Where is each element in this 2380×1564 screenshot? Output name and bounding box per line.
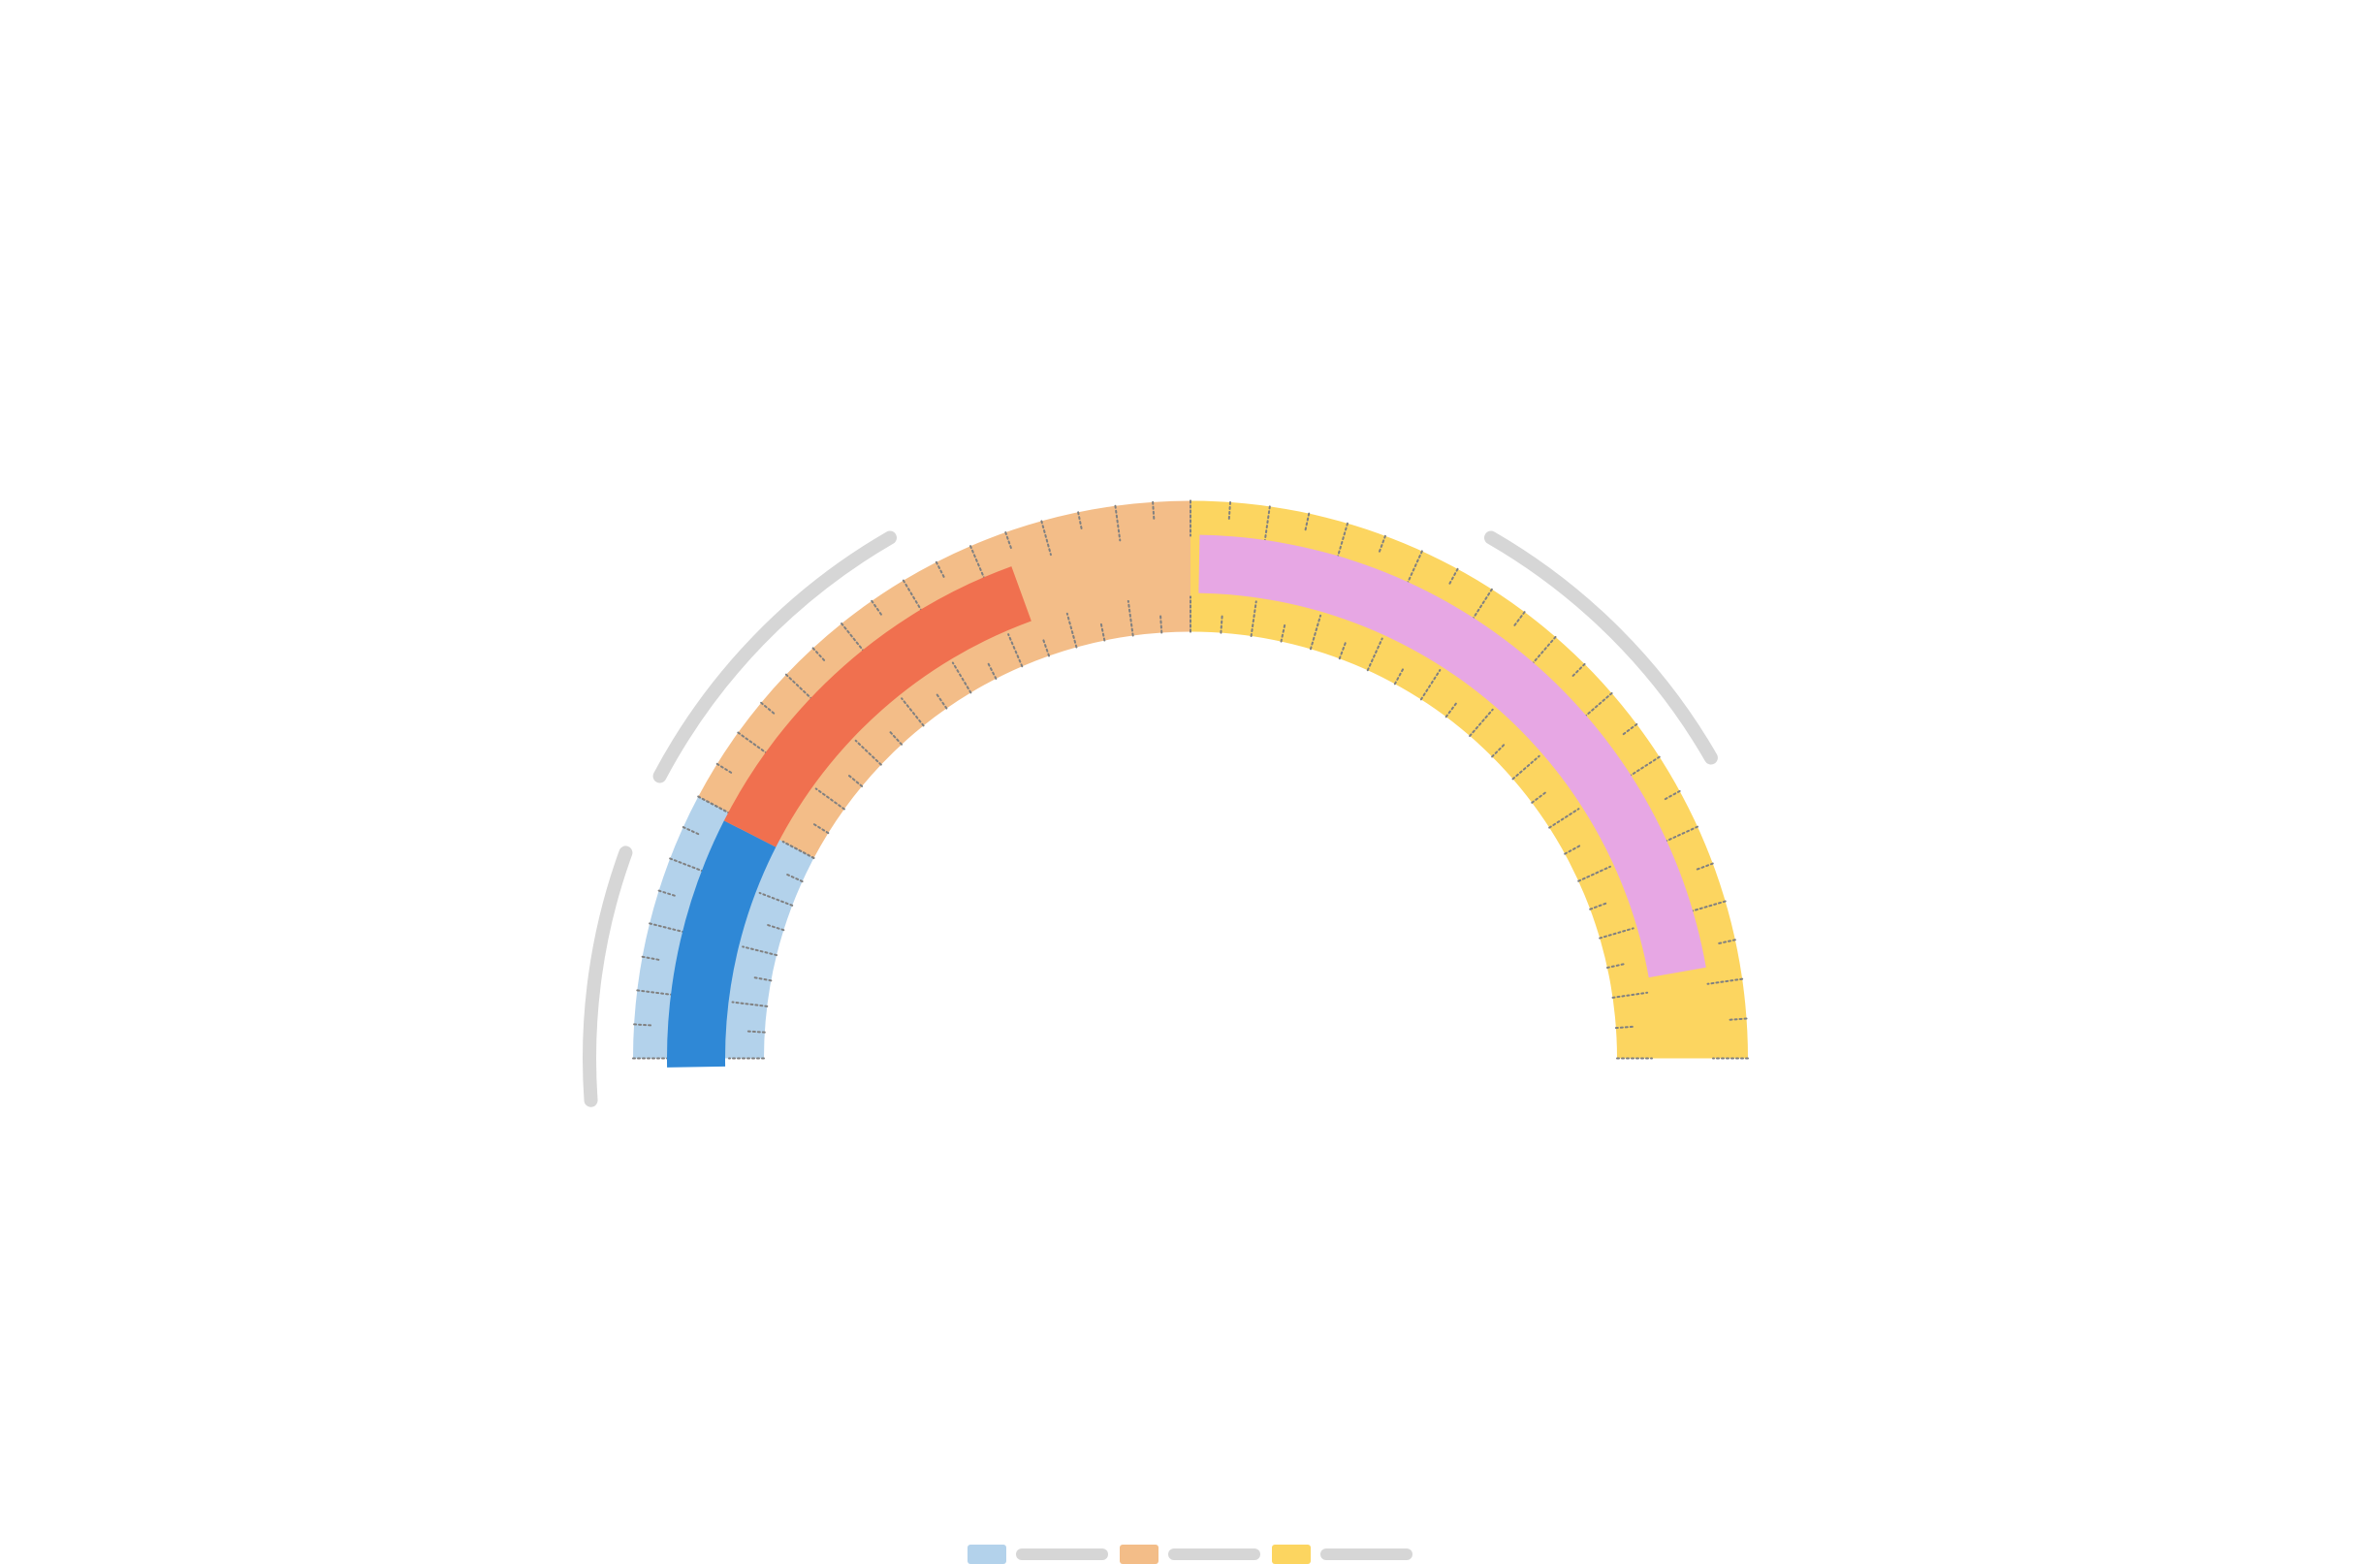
legend — [968, 1545, 1412, 1564]
legend-swatch-0 — [968, 1545, 1006, 1564]
legend-item-1 — [1120, 1545, 1260, 1564]
legend-swatch-1 — [1120, 1545, 1158, 1564]
legend-item-2 — [1272, 1545, 1412, 1564]
legend-swatch-2 — [1272, 1545, 1311, 1564]
legend-label-2 — [1320, 1548, 1412, 1560]
legend-label-1 — [1168, 1548, 1260, 1560]
radial-chart-container — [0, 0, 2380, 1564]
legend-item-0 — [968, 1545, 1108, 1564]
radial-chart-svg — [526, 0, 1855, 1506]
legend-label-0 — [1016, 1548, 1108, 1560]
